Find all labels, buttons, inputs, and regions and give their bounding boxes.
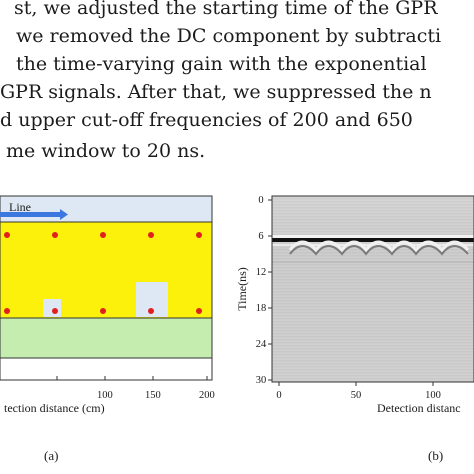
reflection-bands	[272, 235, 474, 263]
x-tick-b-50: 50	[351, 390, 362, 401]
paragraph-line-6: me window to 20 ns.	[6, 140, 206, 162]
x-tick-a-150: 150	[145, 390, 161, 401]
y-tick-b-24: 24	[256, 339, 267, 350]
body-paragraph: st, we adjusted the starting time of the…	[0, 0, 474, 176]
y-axis-b-label: Time(ns)	[235, 267, 249, 311]
panel-label-a: (a)	[44, 448, 59, 463]
x-axis-a-ticks	[56, 376, 208, 380]
soil-layer	[0, 221, 213, 319]
x-tick-b-0: 0	[276, 390, 281, 401]
x-axis-a-label: tection distance (cm)	[4, 401, 105, 415]
survey-line-label: Line	[9, 200, 31, 214]
y-tick-b-18: 18	[256, 303, 267, 314]
y-tick-b-30: 30	[256, 375, 267, 386]
x-tick-a-200: 200	[199, 390, 215, 401]
paragraph-line-5: d upper cut-off frequencies of 200 and 6…	[0, 109, 413, 131]
paragraph-line-3: the time-varying gain with the exponenti…	[16, 53, 427, 75]
x-axis-b-label: Detection distanc	[377, 401, 461, 415]
x-tick-b-100: 100	[425, 390, 441, 401]
model-layers	[0, 195, 213, 381]
background-layer	[0, 357, 213, 381]
panel-label-b: (b)	[428, 448, 444, 463]
paragraph-line-4: GPR signals. After that, we suppressed t…	[0, 81, 432, 103]
x-tick-a-100: 100	[97, 390, 113, 401]
y-tick-b-0: 0	[258, 195, 263, 206]
y-axis-b-ticks	[268, 199, 272, 381]
target-points	[4, 232, 202, 314]
y-tick-b-6: 6	[258, 231, 263, 242]
x-axis-b-ticks	[278, 382, 434, 386]
y-tick-b-12: 12	[256, 267, 267, 278]
survey-line-arrow	[0, 209, 68, 220]
paragraph-line-2: we removed the DC component by subtracti	[16, 25, 442, 47]
paragraph-line-1: st, we adjusted the starting time of the…	[14, 0, 438, 19]
